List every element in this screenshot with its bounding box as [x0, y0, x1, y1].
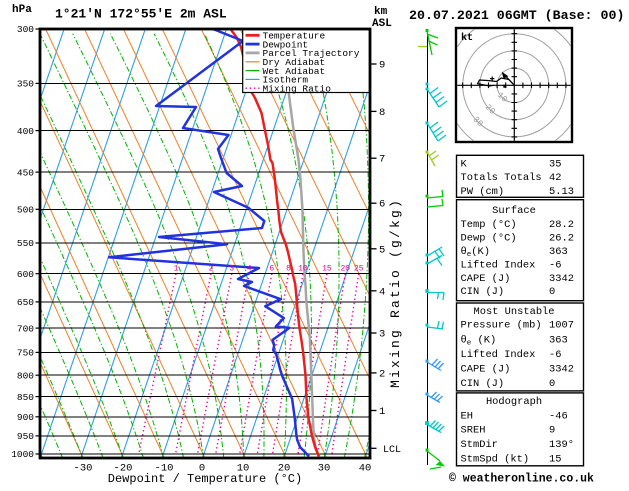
svg-text:K: K [461, 159, 468, 171]
svg-text:7: 7 [379, 154, 385, 166]
svg-text:800: 800 [17, 370, 34, 381]
svg-text:θe(K): θe(K) [461, 246, 490, 259]
svg-text:42: 42 [549, 172, 561, 184]
svg-text:-6: -6 [549, 259, 561, 271]
svg-text:15: 15 [549, 454, 561, 466]
svg-text:28.2: 28.2 [549, 219, 574, 231]
svg-text:550: 550 [17, 238, 34, 249]
svg-text:Lifted Index: Lifted Index [461, 259, 536, 271]
svg-text:-6: -6 [549, 349, 561, 361]
svg-text:LCL: LCL [383, 445, 401, 456]
svg-text:363: 363 [549, 246, 568, 258]
svg-text:40: 40 [359, 463, 372, 475]
svg-text:20.07.2021 06GMT (Base: 00): 20.07.2021 06GMT (Base: 00) [409, 8, 624, 23]
svg-text:SREH: SREH [461, 425, 486, 437]
svg-text:6: 6 [269, 265, 274, 274]
svg-text:700: 700 [17, 323, 34, 334]
svg-text:900: 900 [17, 412, 34, 423]
svg-text:8: 8 [286, 265, 291, 274]
svg-text:EH: EH [461, 410, 473, 422]
svg-text:Dewp (°C): Dewp (°C) [461, 233, 517, 245]
svg-text:4: 4 [247, 265, 252, 274]
svg-text:-30: -30 [74, 463, 93, 475]
svg-text:950: 950 [17, 431, 34, 442]
svg-text:hPa: hPa [12, 4, 32, 16]
svg-text:5.13: 5.13 [549, 186, 574, 198]
svg-text:1: 1 [379, 406, 385, 418]
svg-text:3342: 3342 [549, 364, 574, 376]
svg-text:3342: 3342 [549, 273, 574, 285]
svg-text:1°21'N 172°55'E 2m ASL: 1°21'N 172°55'E 2m ASL [55, 7, 227, 22]
svg-text:3: 3 [379, 329, 385, 341]
svg-text:650: 650 [17, 297, 34, 308]
svg-text:2: 2 [209, 265, 214, 274]
svg-text:CIN (J): CIN (J) [461, 286, 505, 298]
svg-text:θe (K): θe (K) [461, 334, 497, 347]
svg-text:1000: 1000 [11, 449, 34, 460]
svg-text:4: 4 [379, 286, 385, 298]
svg-text:400: 400 [17, 126, 34, 137]
svg-text:3: 3 [229, 265, 234, 274]
svg-text:StmSpd (kt): StmSpd (kt) [461, 454, 530, 466]
svg-text:Lifted Index: Lifted Index [461, 349, 536, 361]
svg-text:26.2: 26.2 [549, 233, 574, 245]
svg-text:9: 9 [379, 60, 385, 72]
svg-text:600: 600 [17, 269, 34, 280]
svg-text:Totals Totals: Totals Totals [461, 172, 542, 184]
svg-text:139°: 139° [549, 439, 574, 451]
svg-text:CIN (J): CIN (J) [461, 378, 505, 390]
svg-text:Dewpoint / Temperature (°C): Dewpoint / Temperature (°C) [108, 472, 302, 486]
svg-text:30: 30 [318, 463, 331, 475]
svg-text:Most Unstable: Most Unstable [473, 306, 554, 318]
svg-text:Mixing Ratio (g/kg): Mixing Ratio (g/kg) [388, 198, 403, 388]
svg-text:kt: kt [461, 32, 473, 44]
svg-text:ASL: ASL [372, 18, 392, 30]
svg-text:Surface: Surface [492, 205, 536, 217]
svg-text:-46: -46 [549, 410, 568, 422]
svg-text:StmDir: StmDir [461, 439, 498, 451]
svg-text:850: 850 [17, 392, 34, 403]
svg-text:CAPE (J): CAPE (J) [461, 364, 511, 376]
svg-text:8: 8 [379, 107, 385, 119]
svg-text:9: 9 [549, 425, 555, 437]
svg-text:0: 0 [549, 286, 555, 298]
svg-text:PW (cm): PW (cm) [461, 186, 505, 198]
svg-text:750: 750 [17, 348, 34, 359]
svg-text:6: 6 [379, 199, 385, 211]
svg-text:Mixing Ratio: Mixing Ratio [263, 83, 332, 94]
svg-text:CAPE (J): CAPE (J) [461, 273, 511, 285]
svg-text:10: 10 [298, 265, 308, 274]
svg-text:© weatheronline.co.uk: © weatheronline.co.uk [449, 473, 594, 486]
svg-text:350: 350 [17, 79, 34, 90]
svg-text:5: 5 [379, 244, 385, 256]
svg-text:363: 363 [549, 334, 568, 346]
svg-text:450: 450 [17, 167, 34, 178]
svg-text:15: 15 [322, 265, 332, 274]
svg-text:Temp (°C): Temp (°C) [461, 219, 517, 231]
svg-text:1: 1 [174, 265, 179, 274]
svg-text:1007: 1007 [549, 320, 574, 332]
svg-text:20: 20 [340, 265, 350, 274]
svg-text:km: km [374, 6, 388, 18]
svg-text:300: 300 [17, 24, 34, 35]
svg-text:25: 25 [354, 265, 364, 274]
svg-text:2: 2 [379, 368, 385, 380]
svg-text:Pressure (mb): Pressure (mb) [461, 320, 542, 332]
svg-text:0: 0 [549, 378, 555, 390]
svg-text:500: 500 [17, 205, 34, 216]
svg-text:35: 35 [549, 159, 561, 171]
svg-text:Hodograph: Hodograph [486, 396, 542, 408]
